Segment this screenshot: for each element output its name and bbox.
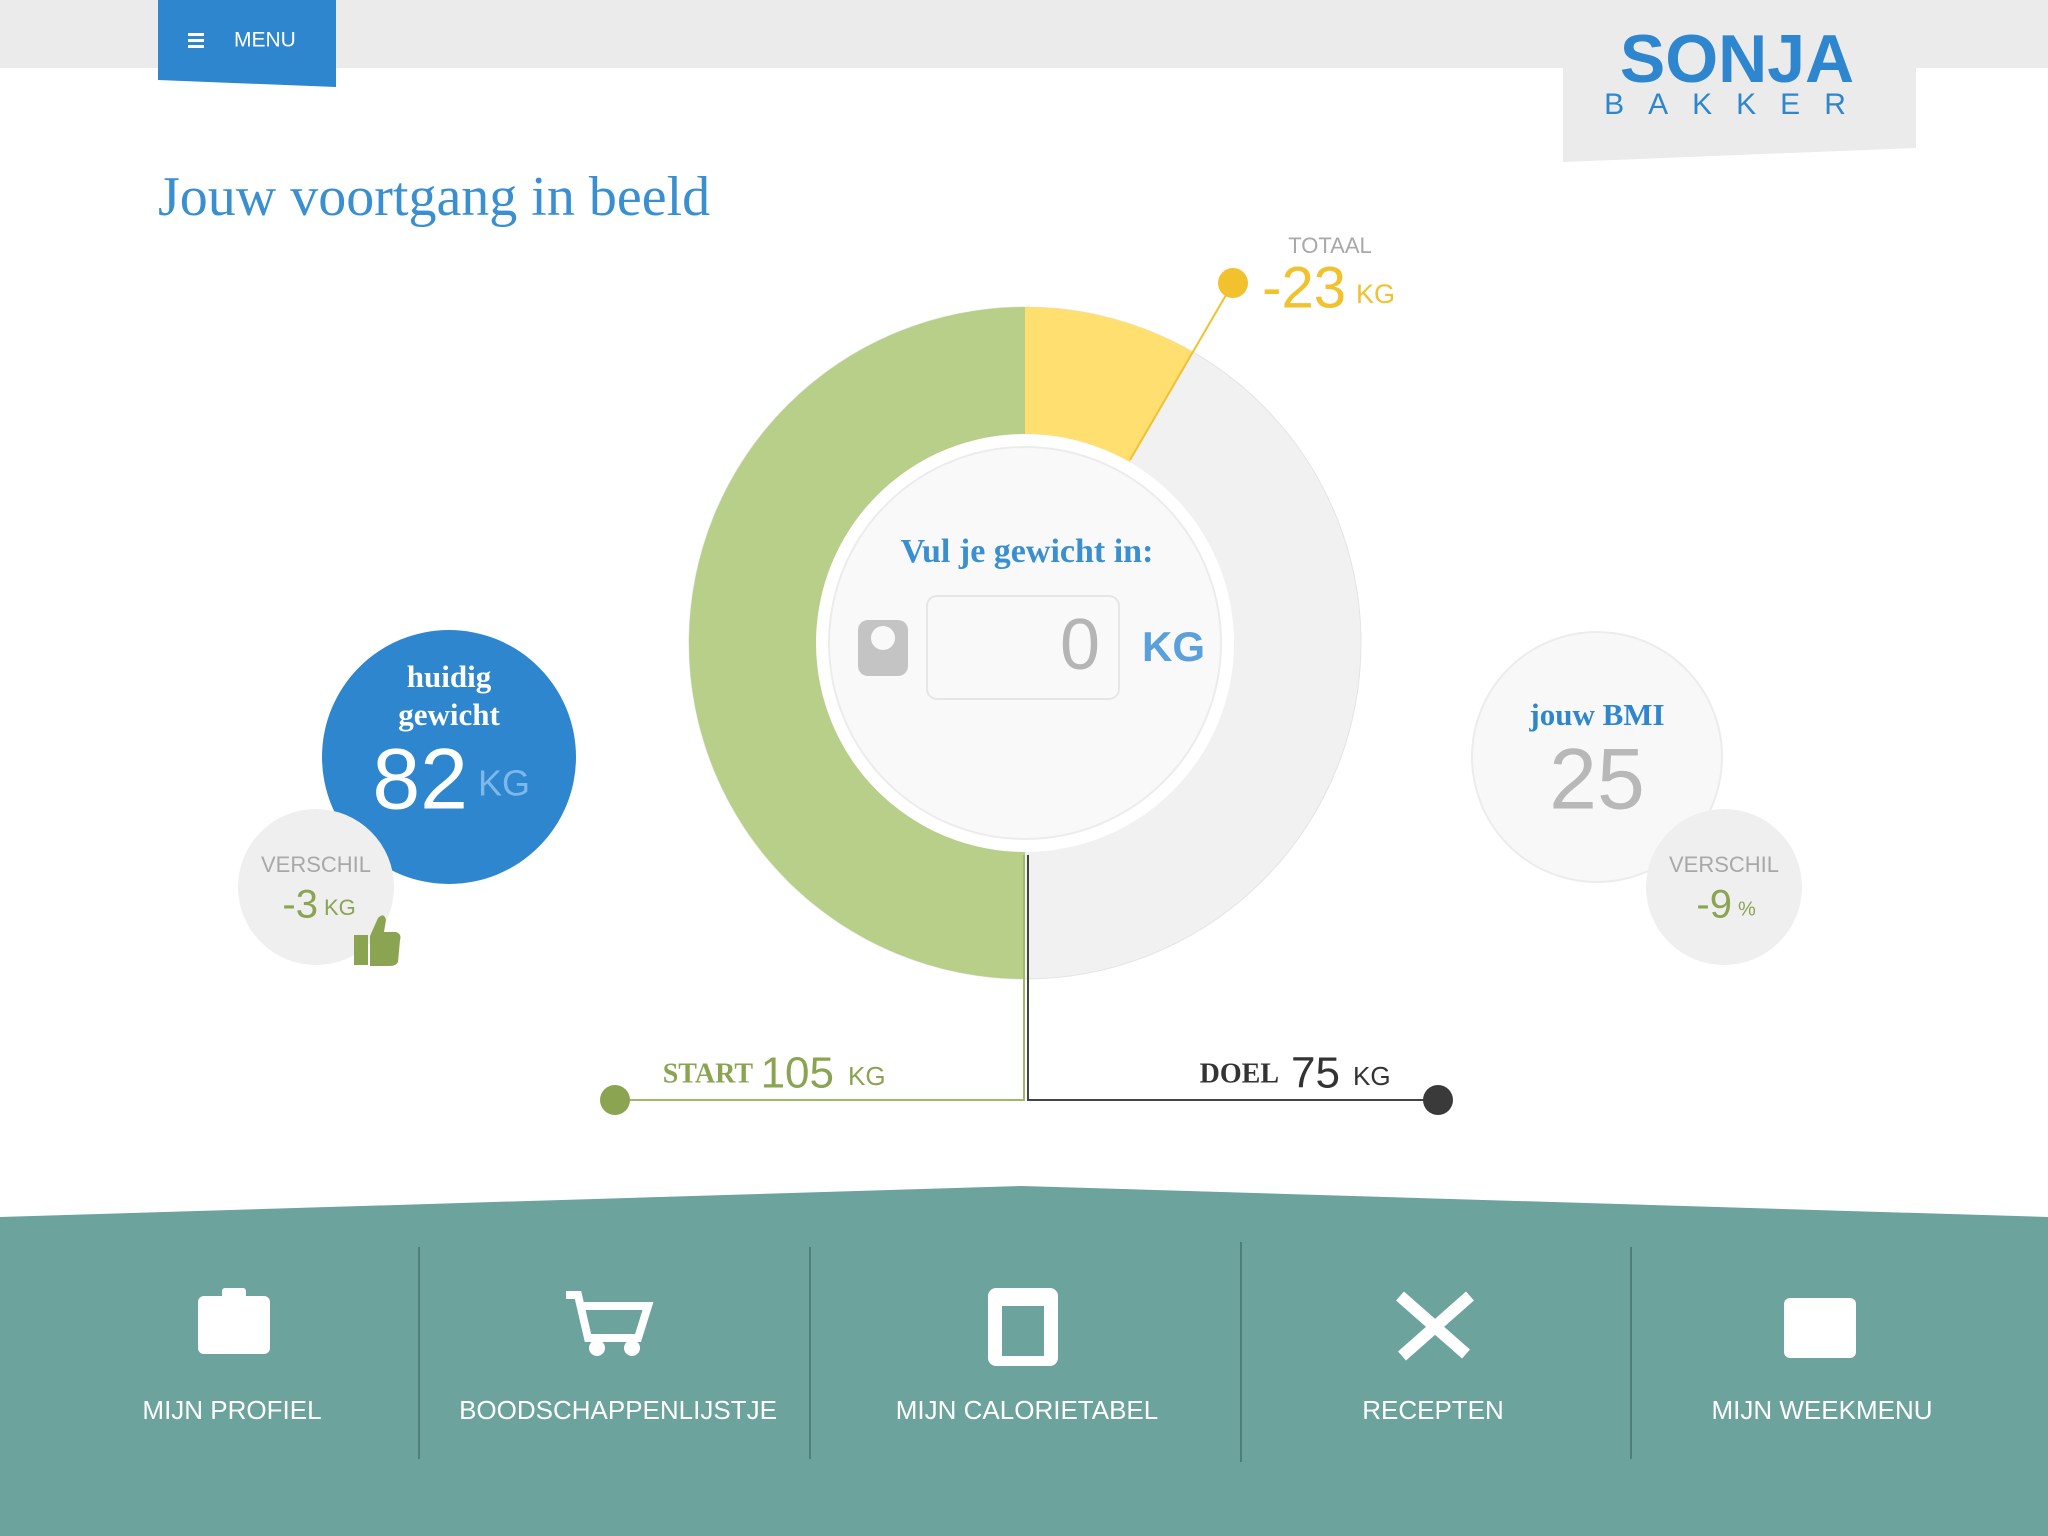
cutlery-icon — [1396, 1291, 1474, 1361]
weight-input-unit: KG — [1142, 623, 1205, 670]
nav-label[interactable]: MIJN PROFIEL — [142, 1395, 321, 1425]
menu-icon — [188, 33, 204, 36]
menu-icon — [188, 39, 204, 42]
page-title: Jouw voortgang in beeld — [158, 166, 710, 228]
logo-bg — [1563, 0, 1916, 162]
total-unit: KG — [1356, 279, 1395, 309]
thumb-cuff — [354, 935, 368, 965]
scale-dial — [871, 626, 895, 650]
current-label: gewicht — [398, 697, 500, 732]
bmi-value: 25 — [1549, 732, 1645, 828]
clipboard-sheet — [1002, 1306, 1044, 1356]
start-value: 105 — [761, 1049, 834, 1098]
current-label: huidig — [407, 659, 492, 694]
profile-icon-clip — [222, 1288, 246, 1300]
nav-label[interactable]: RECEPTEN — [1362, 1395, 1504, 1425]
total-label: TOTAAL — [1288, 233, 1372, 258]
weight-input[interactable] — [926, 595, 1120, 700]
diff-value: -3 — [282, 883, 318, 927]
profile-icon — [198, 1296, 270, 1354]
diff-label: VERSCHIL — [261, 852, 371, 877]
input-prompt: Vul je gewicht in: — [901, 533, 1154, 570]
cart-wheel — [624, 1340, 640, 1356]
bmi-label: jouw BMI — [1528, 697, 1664, 732]
menu-button[interactable]: MENU — [158, 0, 336, 87]
goal-line — [1027, 855, 1438, 1101]
nav-label[interactable]: BOODSCHAPPENLIJSTJE — [459, 1395, 777, 1425]
nav-icon — [198, 1288, 1856, 1366]
bmi-diff-value: -9 — [1696, 883, 1732, 927]
menu-bg — [158, 0, 336, 87]
current-unit: KG — [478, 763, 530, 804]
logo-bottom: BAKKER — [1604, 88, 1870, 121]
goal-dot — [1423, 1085, 1453, 1115]
bmi-circle — [1471, 631, 1723, 883]
diff-unit: KG — [324, 895, 356, 920]
diff-circle — [238, 809, 394, 965]
scale-icon — [858, 620, 908, 676]
thumbs-up — [354, 915, 401, 966]
current-circle — [322, 630, 576, 884]
logo[interactable]: SONJA BAKKER — [1563, 0, 1916, 162]
total-dot — [1218, 268, 1248, 298]
bmi-diff-unit: % — [1738, 898, 1756, 920]
nav: MIJN PROFIEL BOODSCHAPPENLIJSTJE MIJN CALO… — [142, 1242, 1933, 1462]
start-line — [615, 855, 1025, 1101]
thumb-hand — [370, 915, 401, 966]
calendar-icon — [1784, 1298, 1856, 1358]
bmi-diff-label: VERSCHIL — [1669, 852, 1779, 877]
start-dot — [600, 1085, 630, 1115]
cart-icon — [566, 1291, 654, 1342]
total-leader — [1129, 282, 1234, 461]
goal-unit: KG — [1353, 1061, 1391, 1091]
menu-icon — [188, 45, 204, 48]
goal-value: 75 — [1291, 1049, 1340, 1098]
total-value: -23 — [1262, 255, 1346, 320]
start-label: START — [663, 1058, 754, 1089]
current-value: 82 — [372, 732, 468, 828]
start-unit: KG — [848, 1061, 886, 1091]
weight-input-value: 0 — [1060, 605, 1100, 685]
bmi-diff-circle — [1646, 809, 1802, 965]
nav-label[interactable]: MIJN WEEKMENU — [1712, 1395, 1933, 1425]
goal-label: DOEL — [1200, 1058, 1279, 1089]
cart-wheel — [589, 1340, 605, 1356]
logo-top: SONJA — [1620, 21, 1854, 97]
nav-label[interactable]: MIJN CALORIETABEL — [896, 1395, 1158, 1425]
menu-label: MENU — [234, 29, 296, 52]
